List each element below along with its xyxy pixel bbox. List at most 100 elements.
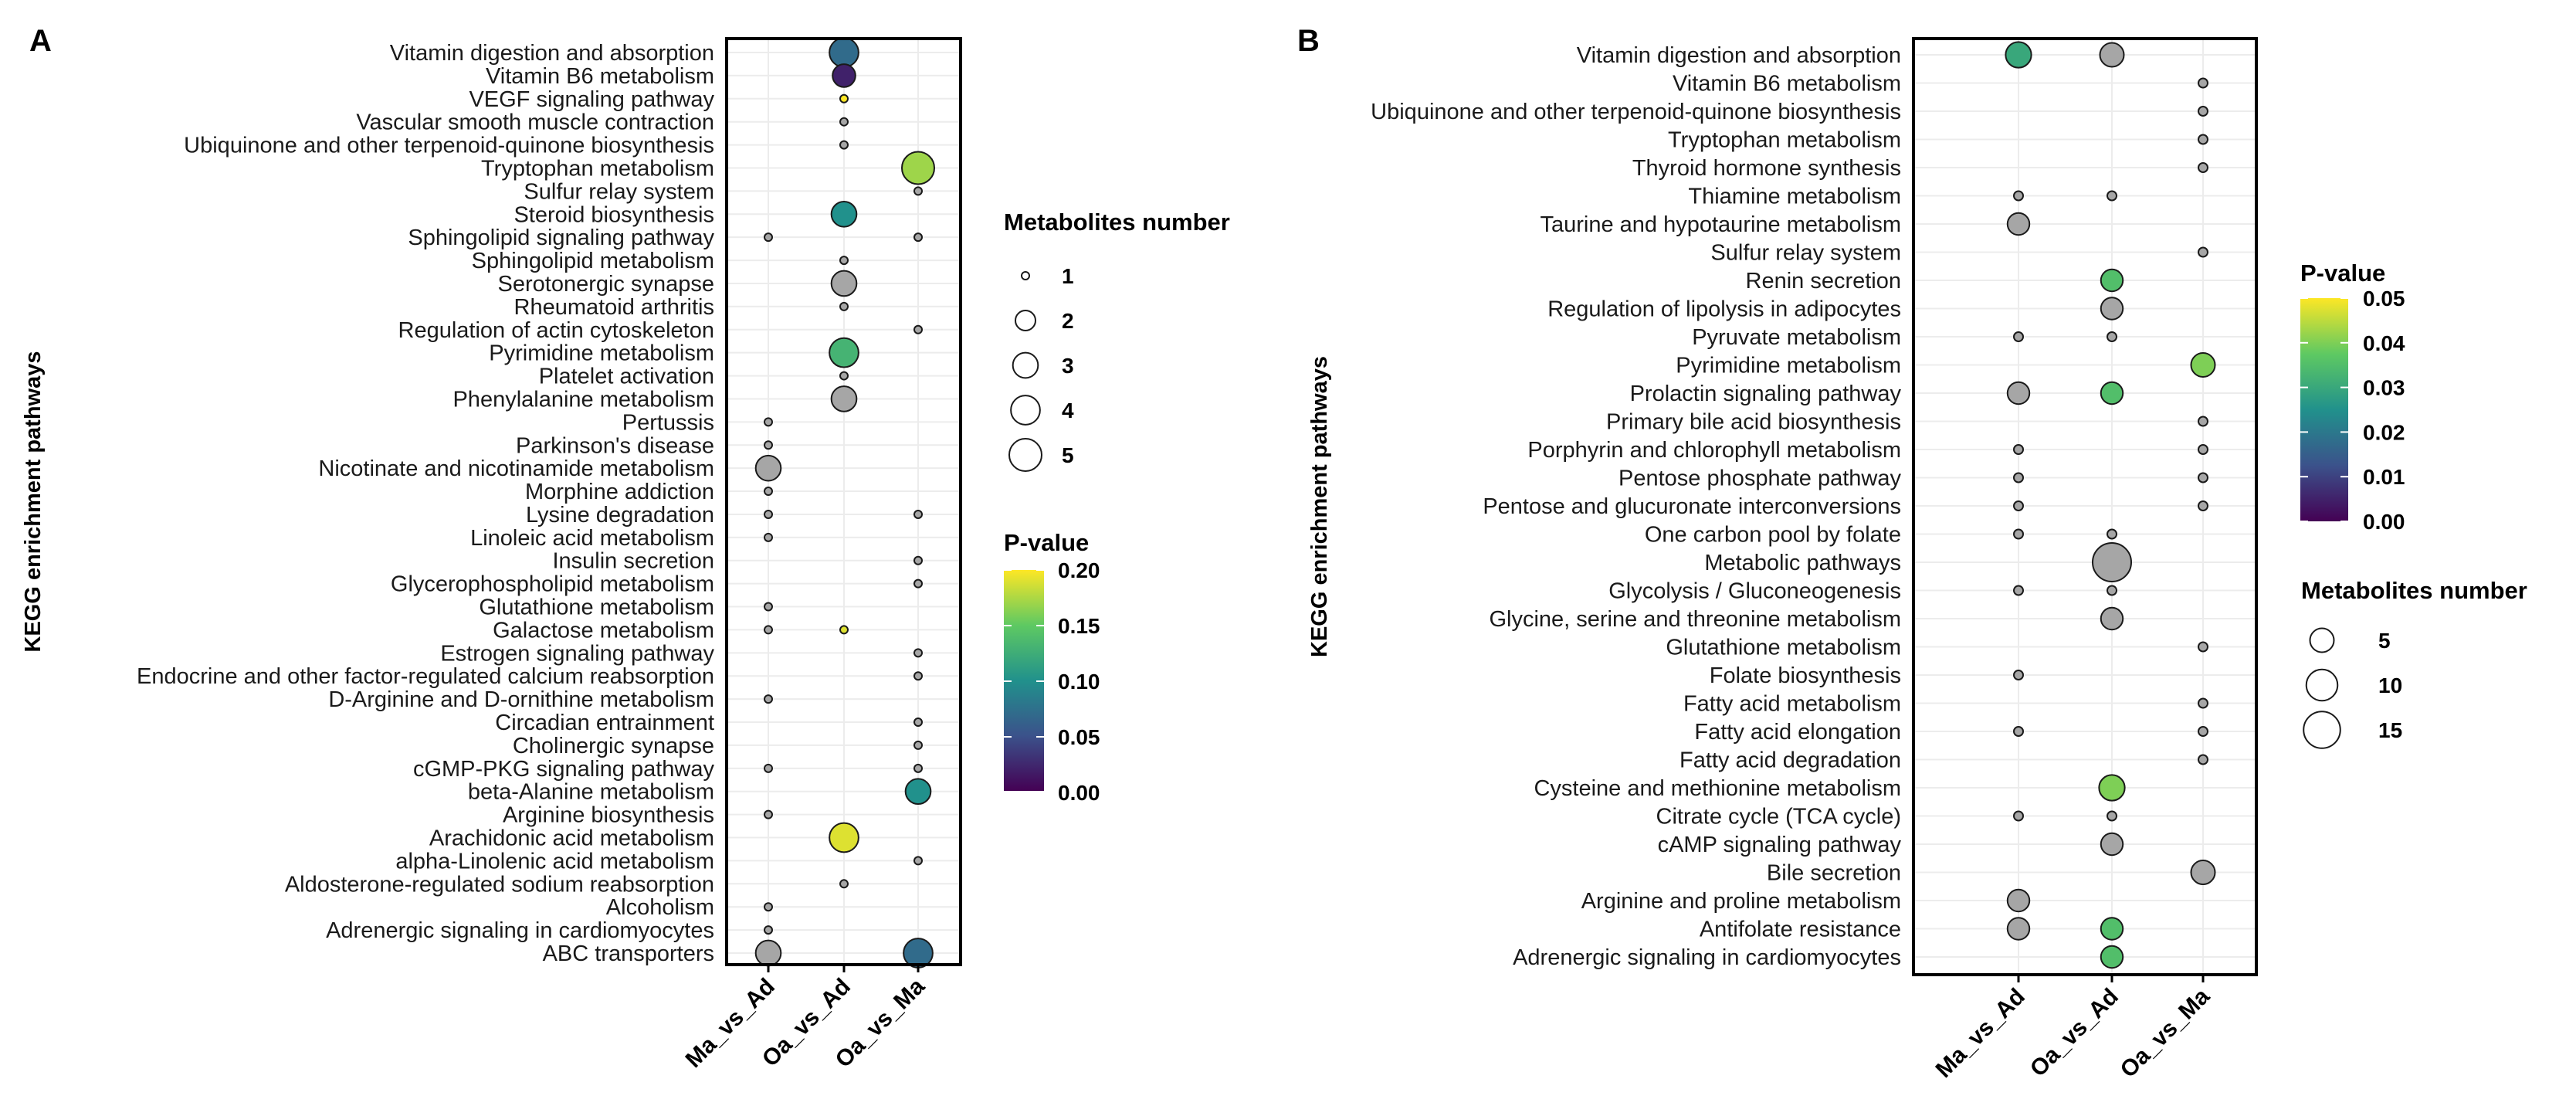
pathway-label: Pertussis — [622, 410, 714, 435]
bubble-point — [839, 625, 849, 635]
color-legend-label: 0.05 — [1058, 725, 1100, 749]
bubble-point — [839, 301, 849, 311]
pathway-label: VEGF signaling pathway — [469, 87, 714, 112]
bubble-point — [2100, 945, 2124, 969]
pathway-label: cAMP signaling pathway — [1658, 833, 1902, 857]
pathway-label: Glycerophospholipid metabolism — [391, 572, 714, 597]
pathway-label: Sulfur relay system — [1710, 241, 1901, 266]
pathway-label: Vitamin B6 metabolism — [486, 64, 714, 89]
bubble-point — [2100, 606, 2124, 631]
bubble-point — [2013, 472, 2024, 483]
color-legend-title: P-value — [1004, 529, 1089, 556]
x-tick-label: Oa_vs_Ad — [2025, 984, 2124, 1082]
bubble-point — [2198, 754, 2208, 765]
pathway-label: Platelet activation — [539, 365, 714, 389]
bubble-point — [2107, 331, 2117, 342]
pathway-label: Thiamine metabolism — [1688, 185, 1901, 209]
bubble-point — [829, 822, 859, 853]
bubble-point — [913, 763, 923, 773]
bubble-point — [839, 93, 849, 103]
bubble-point — [764, 487, 773, 497]
pathway-label: Vascular smooth muscle contraction — [356, 110, 714, 135]
pathway-label: Ubiquinone and other terpenoid-quinone b… — [1371, 100, 1901, 124]
bubble-point — [764, 602, 773, 612]
bubble-point — [913, 509, 923, 519]
size-legend-swatch — [1012, 351, 1039, 379]
color-legend-label: 0.00 — [1058, 781, 1100, 805]
size-legend-swatch — [2309, 627, 2335, 653]
panel-b-chart: Vitamin digestion and absorption Vitamin … — [1307, 37, 2527, 1083]
pathway-label: Vitamin B6 metabolism — [1673, 72, 1901, 97]
pathway-label: Lysine degradation — [526, 503, 714, 528]
pathway-label: Vitamin digestion and absorption — [1577, 43, 1901, 68]
pathway-label: Nicotinate and nicotinamide metabolism — [318, 456, 714, 481]
color-legend-label: 0.20 — [1058, 558, 1100, 582]
bubble-point — [2198, 641, 2208, 653]
bubble-point — [913, 232, 923, 243]
bubble-point — [764, 232, 773, 243]
pathway-label: Pyrimidine metabolism — [1676, 354, 1901, 378]
pathway-label: Adrenergic signaling in cardiomyocytes — [326, 918, 714, 943]
bubble-point — [904, 778, 932, 806]
pathway-label: Alcoholism — [606, 895, 714, 920]
pathway-label: Circadian entrainment — [495, 711, 714, 735]
pathway-label: alpha-Linolenic acid metabolism — [395, 849, 714, 874]
pathway-label: One carbon pool by folate — [1645, 523, 1901, 548]
bubble-point — [832, 63, 856, 88]
bubble-point — [2013, 528, 2024, 540]
pathway-label: Rheumatoid arthritis — [514, 295, 715, 320]
size-legend-label: 4 — [1062, 399, 1074, 422]
size-legend-label: 5 — [2378, 629, 2391, 653]
pathway-label: Pentose phosphate pathway — [1618, 466, 1901, 491]
bubble-point — [913, 740, 923, 750]
pathway-label: Estrogen signaling pathway — [440, 641, 714, 666]
bubble-point — [764, 694, 773, 704]
bubble-point — [913, 324, 923, 334]
pathway-label: Arginine and proline metabolism — [1581, 889, 1901, 914]
color-legend-label: 0.02 — [2363, 420, 2405, 444]
pathway-label: Fatty acid elongation — [1694, 720, 1901, 745]
bubble-point — [829, 37, 859, 68]
bubble-point — [2190, 860, 2216, 885]
pathway-label: Steroid biosynthesis — [514, 202, 714, 227]
bubble-point — [829, 337, 859, 368]
bubble-point — [839, 256, 849, 266]
color-legend-title: P-value — [2300, 260, 2385, 287]
size-legend-label: 2 — [1062, 309, 1074, 333]
x-tick-label: Ma_vs_Ad — [1931, 984, 2030, 1083]
bubble-point — [764, 440, 773, 450]
bubble-point — [913, 578, 923, 589]
bubble-point — [2098, 774, 2126, 802]
bubble-point — [2013, 500, 2024, 511]
pathway-label: Phenylalanine metabolism — [452, 387, 714, 412]
pathway-label: Metabolic pathways — [1704, 551, 1901, 575]
bubble-point — [754, 454, 782, 482]
bubble-point — [2198, 134, 2208, 145]
pathway-label: Parkinson's disease — [516, 433, 714, 458]
color-legend-label: 0.05 — [2363, 287, 2405, 310]
pathway-label: Regulation of actin cytoskeleton — [398, 318, 714, 343]
pathway-label: Antifolate resistance — [1700, 918, 1901, 942]
pathway-label: Glutathione metabolism — [1666, 636, 1901, 660]
pathway-label: Vitamin digestion and absorption — [390, 41, 714, 66]
pathway-label: Bile secretion — [1767, 861, 1901, 886]
color-legend-label: 0.00 — [2363, 510, 2405, 534]
pathway-label: Pyruvate metabolism — [1692, 325, 1901, 350]
bubble-point — [754, 939, 782, 967]
pathway-label: Cholinergic synapse — [513, 734, 714, 758]
bubble-point — [2107, 585, 2117, 596]
bubble-point — [2198, 697, 2208, 709]
pathway-label: cGMP-PKG signaling pathway — [413, 757, 715, 782]
bubble-point — [2107, 528, 2117, 540]
bubble-point — [2198, 246, 2208, 258]
bubble-point — [764, 763, 773, 773]
bubble-point — [2013, 190, 2024, 202]
color-legend-label: 0.15 — [1058, 614, 1100, 638]
size-legend-swatch — [1021, 271, 1030, 280]
bubble-point — [913, 671, 923, 681]
bubble-point — [764, 532, 773, 542]
size-legend-title: Metabolites number — [2301, 577, 2527, 604]
size-legend-swatch — [1008, 438, 1042, 472]
pathway-label: Primary bile acid biosynthesis — [1606, 410, 1901, 435]
pathway-label: Fatty acid degradation — [1679, 748, 1901, 773]
